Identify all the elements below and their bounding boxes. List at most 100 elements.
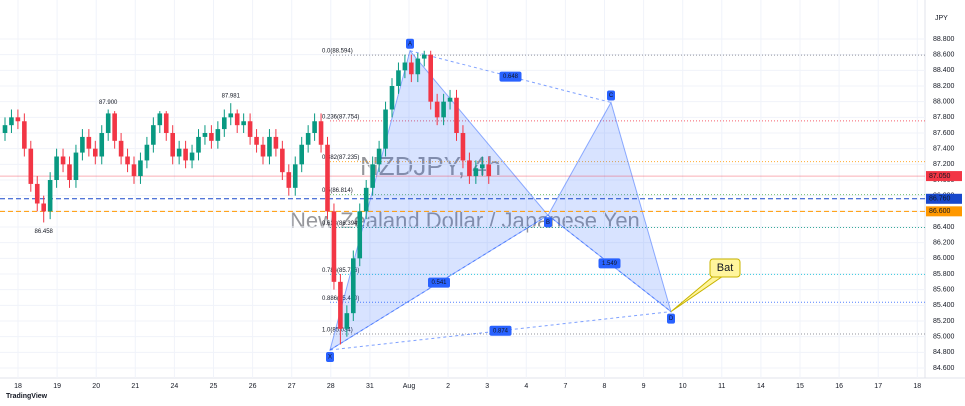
candle-body (99, 133, 105, 157)
ratio-badge (598, 258, 621, 269)
candle-body (344, 313, 350, 329)
candle-body (389, 86, 395, 110)
y-tick-label: 88.800 (933, 36, 955, 43)
y-tick-label: 86.200 (933, 240, 955, 247)
candle-body (299, 144, 304, 165)
currency: JPY (935, 15, 948, 22)
x-tick-label: 28 (327, 383, 335, 390)
x-tick-label: 16 (835, 383, 843, 390)
y-tick-label: 88.000 (933, 99, 955, 106)
candle-body (60, 156, 66, 165)
candle-body (415, 58, 421, 75)
price-badge (926, 193, 962, 204)
candle-body (383, 109, 388, 149)
x-tick-label: 2 (446, 383, 450, 390)
candle-body (209, 133, 214, 141)
price-badge-label: 86.600 (929, 208, 951, 215)
candle-body (241, 121, 246, 126)
candle-body (402, 62, 408, 71)
y-tick-label: 85.600 (933, 287, 955, 294)
watermark-subtitle: New Zealand Dollar / Japanese Yen (290, 208, 640, 233)
y-tick-label: 86.000 (933, 255, 955, 262)
candle-body (454, 97, 459, 133)
ratio-badge (428, 277, 450, 288)
candle-body (273, 136, 279, 149)
price-annotation: 86.458 (35, 229, 54, 235)
candle-body (447, 97, 453, 102)
x-tick-label: 26 (249, 383, 257, 390)
fib-label: 0.786(85.796) (322, 268, 359, 274)
fib-label: 0.5(86.814) (322, 188, 353, 194)
candle-body (357, 211, 363, 259)
candle-body (196, 136, 201, 153)
candle-body (280, 148, 285, 173)
point-badge (607, 90, 615, 101)
y-tick-label: 85.200 (933, 318, 955, 325)
ratio-label: 0.541 (431, 280, 447, 286)
price-badge-label: 87.050 (929, 173, 951, 180)
point-badge (667, 313, 675, 324)
y-tick-label: 84.600 (933, 365, 955, 372)
candle-body (22, 121, 27, 149)
x-tick-label: 14 (757, 383, 765, 390)
candle-body (47, 180, 53, 212)
x-tick-label: 21 (131, 383, 139, 390)
ratio-badge (499, 71, 522, 82)
candle-body (396, 70, 401, 86)
candle-body (2, 125, 8, 133)
candle-body (15, 117, 21, 122)
x-tick-label: 8 (603, 383, 607, 390)
candle-body (73, 152, 79, 180)
x-tick-label: 15 (796, 383, 804, 390)
fib-label: 0.0(88.594) (322, 49, 353, 55)
candle-body (222, 117, 227, 130)
x-tick-label: 9 (642, 383, 646, 390)
x-tick-label: 27 (288, 383, 296, 390)
point-label: D (669, 316, 674, 322)
candle-body (228, 113, 234, 118)
candle-body (247, 121, 253, 137)
candle-body (421, 54, 427, 59)
y-tick-label: 88.600 (933, 52, 955, 59)
x-tick-label: 18 (14, 383, 22, 390)
x-tick-label: 7 (563, 383, 567, 390)
candle-body (370, 164, 375, 188)
candle-body (67, 164, 72, 180)
x-tick-label: 17 (874, 383, 882, 390)
candle-body (215, 129, 221, 141)
candle-body (80, 136, 85, 153)
y-tick-label: 88.400 (933, 67, 955, 74)
candle-body (189, 152, 195, 161)
point-label: X (328, 355, 332, 361)
candle-body (292, 164, 298, 188)
candle-body (338, 281, 343, 329)
fib-label: 0.236(87.754) (322, 115, 359, 121)
fib-label: 1.0(85.034) (322, 328, 353, 334)
candle-body (363, 187, 369, 212)
y-tick-label: 85.800 (933, 271, 955, 278)
x-tick-label: 4 (524, 383, 528, 390)
callout (709, 258, 741, 278)
candle-body (467, 160, 472, 177)
x-tick-label: 25 (210, 383, 218, 390)
candle-body (305, 133, 311, 145)
x-tick-label: 24 (171, 383, 179, 390)
ratio-badge (489, 325, 512, 336)
price-annotation: 87.900 (99, 100, 118, 106)
y-tick-label: 85.000 (933, 334, 955, 341)
candle-body (486, 164, 492, 177)
candle-body (157, 113, 163, 126)
x-tick-label: 10 (679, 383, 687, 390)
candle-body (254, 136, 259, 145)
price-badge (926, 206, 962, 217)
y-tick-label: 88.200 (933, 83, 955, 90)
candle-body (93, 148, 98, 157)
brand: TradingView (6, 393, 48, 400)
point-label: A (408, 41, 412, 47)
candle-body (409, 62, 414, 75)
candle-body (480, 164, 485, 169)
y-tick-label: 85.400 (933, 302, 955, 309)
x-tick-label: Aug (403, 383, 416, 390)
candle-body (331, 211, 337, 282)
